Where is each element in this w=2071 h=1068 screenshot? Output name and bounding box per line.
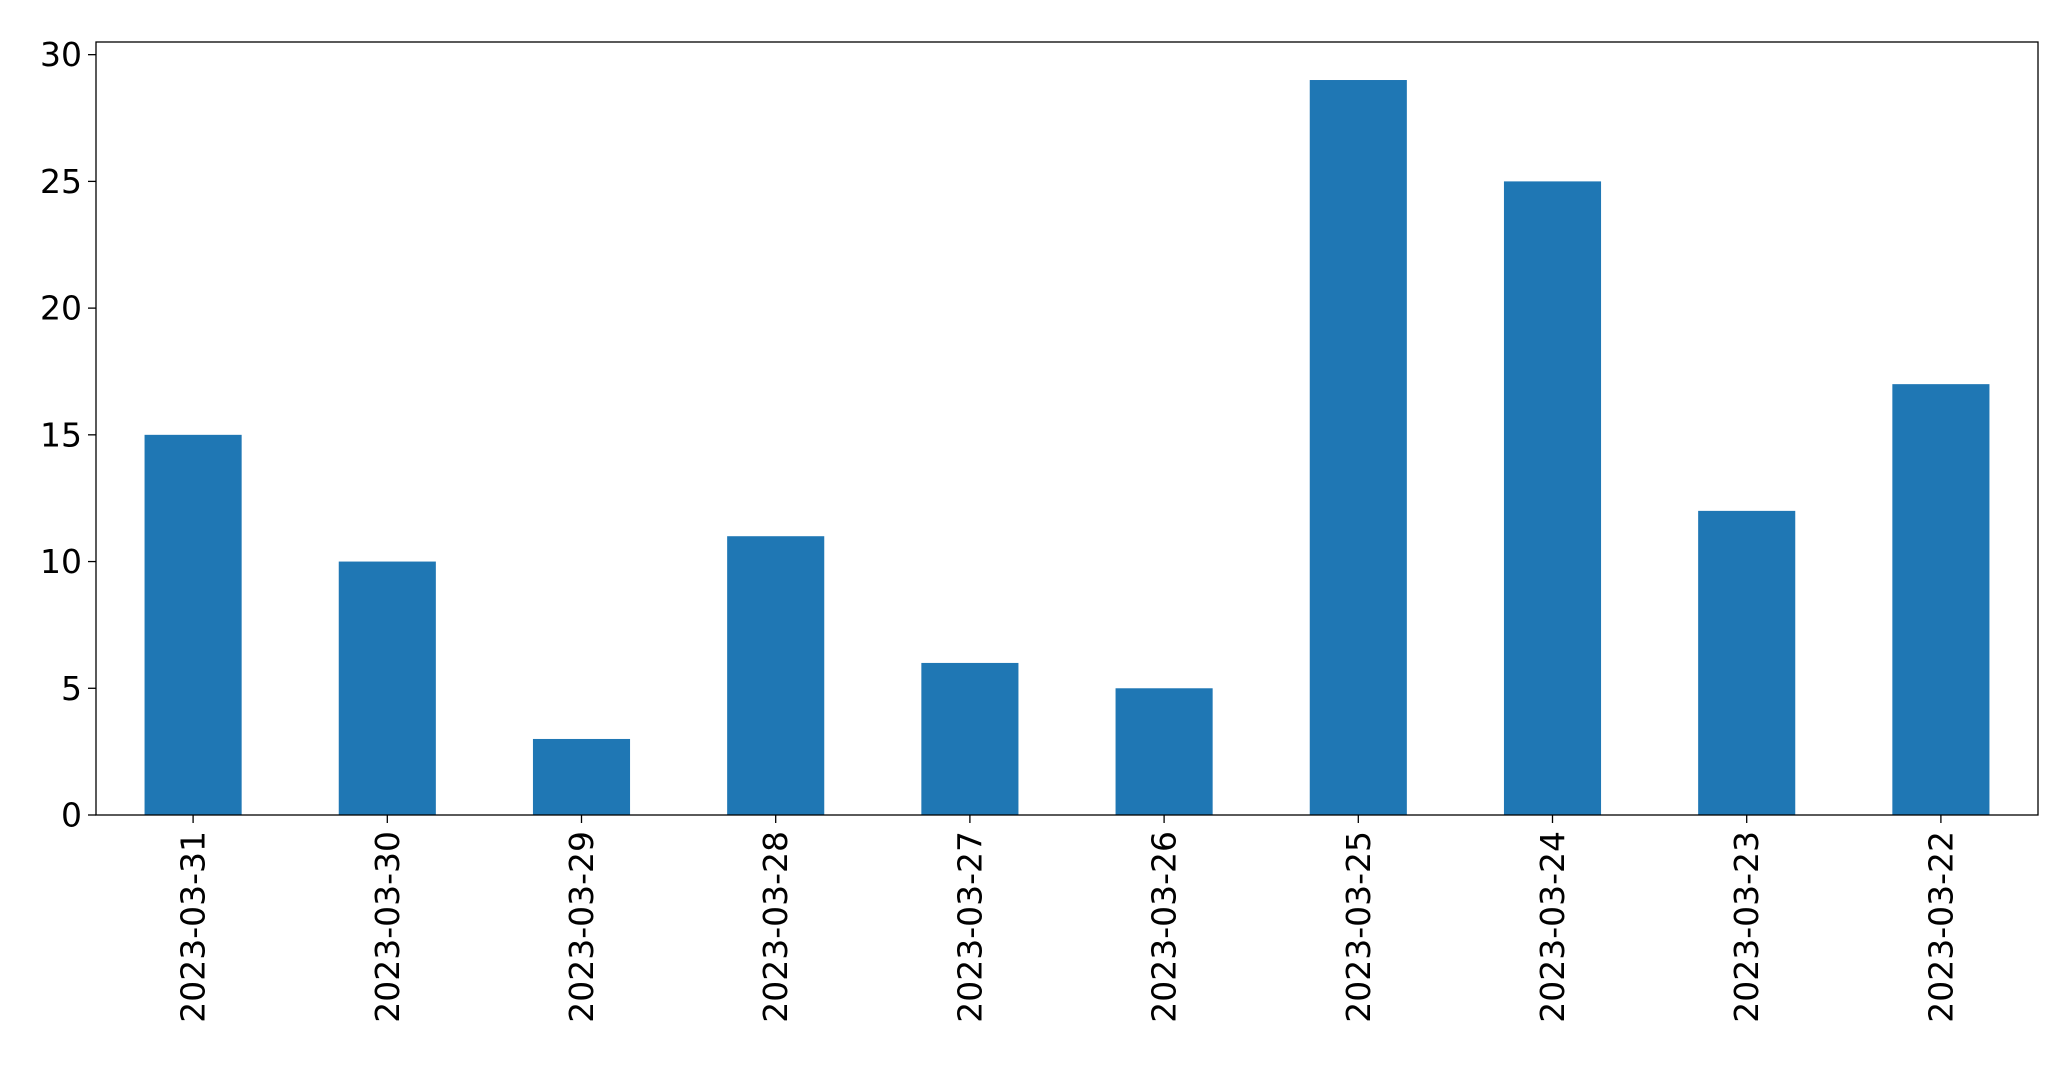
bar-2023-03-26 bbox=[1115, 688, 1213, 815]
x-tick-label: 2023-03-28 bbox=[756, 831, 795, 1023]
bar-2023-03-23 bbox=[1698, 510, 1796, 815]
bar-2023-03-29 bbox=[532, 738, 631, 815]
y-tick-label: 10 bbox=[40, 542, 82, 581]
x-tick-label: 2023-03-25 bbox=[1339, 831, 1378, 1023]
y-tick-label: 0 bbox=[61, 796, 82, 835]
x-tick-label: 2023-03-24 bbox=[1533, 831, 1572, 1023]
x-tick-label: 2023-03-31 bbox=[174, 831, 213, 1023]
bars-layer bbox=[144, 80, 1990, 816]
x-axis: 2023-03-31 2023-03-30 2023-03-29 2023-03-28… bbox=[174, 815, 1960, 1023]
y-tick-label: 20 bbox=[40, 289, 82, 328]
x-tick-label: 2023-03-22 bbox=[1921, 831, 1960, 1023]
bar-2023-03-30 bbox=[338, 561, 436, 815]
y-tick-label: 15 bbox=[40, 415, 82, 454]
bar-2023-03-25 bbox=[1309, 80, 1407, 815]
x-tick-label: 2023-03-23 bbox=[1727, 831, 1766, 1023]
bar-2023-03-24 bbox=[1503, 181, 1602, 816]
x-tick-label: 2023-03-29 bbox=[562, 831, 601, 1023]
bar-2023-03-28 bbox=[727, 536, 825, 815]
plot-frame bbox=[95, 41, 2039, 816]
bar-2023-03-31 bbox=[144, 434, 242, 815]
bar-2023-03-27 bbox=[921, 662, 1019, 815]
x-tick-label: 2023-03-30 bbox=[368, 831, 407, 1023]
y-tick-label: 30 bbox=[40, 35, 82, 74]
x-tick-label: 2023-03-26 bbox=[1145, 831, 1184, 1023]
y-axis: 0 5 10 15 20 25 30 bbox=[40, 35, 96, 835]
x-tick-label: 2023-03-27 bbox=[950, 831, 989, 1023]
y-tick-label: 5 bbox=[61, 669, 82, 708]
y-tick-label: 25 bbox=[40, 162, 82, 201]
bar-2023-03-22 bbox=[1892, 384, 1990, 815]
